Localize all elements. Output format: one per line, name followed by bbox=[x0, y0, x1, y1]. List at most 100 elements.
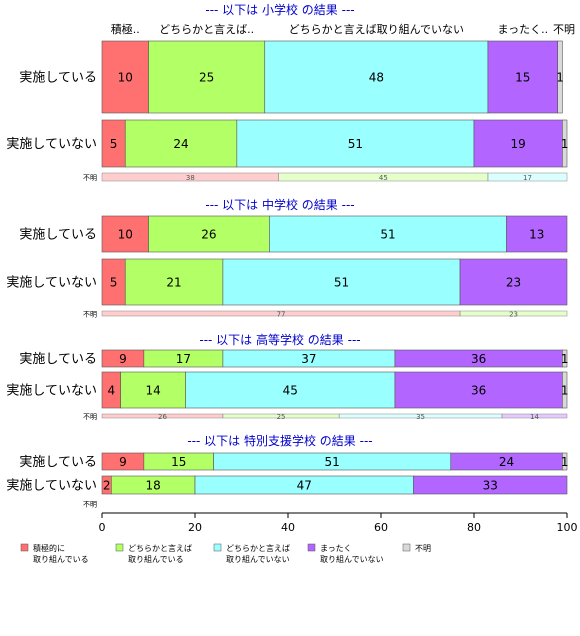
data-label: 10 bbox=[118, 71, 133, 85]
x-tick-label: 60 bbox=[374, 521, 388, 534]
bar-segment bbox=[222, 258, 461, 306]
panel-title: --- 以下は 小学校 の結果 --- bbox=[205, 2, 354, 17]
unknown-data-label: 14 bbox=[530, 413, 539, 421]
data-label: 4 bbox=[107, 384, 115, 398]
data-label: 14 bbox=[146, 384, 161, 398]
data-label: 15 bbox=[171, 455, 186, 469]
data-label: 33 bbox=[483, 479, 498, 493]
data-label: 51 bbox=[325, 455, 340, 469]
data-label: 24 bbox=[499, 455, 514, 469]
data-label: 9 bbox=[119, 352, 127, 366]
row-label: 実施していない bbox=[6, 478, 97, 494]
panel-title: --- 以下は 中学校 の結果 --- bbox=[205, 197, 354, 212]
legend-swatch bbox=[213, 543, 222, 552]
bar-segment bbox=[236, 119, 475, 168]
data-label: 1 bbox=[561, 384, 569, 398]
unknown-segment bbox=[459, 310, 568, 317]
unknown-label: 不明 bbox=[83, 311, 97, 319]
column-header: 積極.. bbox=[111, 22, 140, 36]
data-label: 48 bbox=[369, 71, 384, 85]
unknown-label: 不明 bbox=[83, 501, 97, 509]
data-label: 10 bbox=[118, 228, 133, 242]
row-label: 実施している bbox=[19, 454, 97, 470]
data-label: 21 bbox=[166, 276, 181, 290]
bar-segment bbox=[506, 215, 568, 253]
legend-label-line: 不明 bbox=[415, 544, 431, 553]
row-label: 実施している bbox=[19, 70, 97, 86]
bar-segment bbox=[120, 371, 186, 409]
data-label: 15 bbox=[515, 71, 530, 85]
row-label: 実施している bbox=[19, 351, 97, 367]
data-label: 26 bbox=[201, 228, 216, 242]
unknown-data-label: 23 bbox=[509, 311, 518, 319]
data-label: 51 bbox=[348, 137, 363, 151]
bar-segment bbox=[487, 40, 559, 114]
data-label: 1 bbox=[556, 71, 564, 85]
legend-label: まったく取り組んでいない bbox=[320, 544, 384, 564]
legend-swatch bbox=[402, 543, 411, 552]
data-label: 17 bbox=[176, 352, 191, 366]
x-tick-label: 40 bbox=[281, 521, 295, 534]
legend-label: 不明 bbox=[415, 544, 431, 553]
unknown-data-label: 45 bbox=[379, 174, 388, 182]
data-label: 9 bbox=[119, 455, 127, 469]
legend-label-line: 取り組んでいる bbox=[33, 554, 89, 564]
x-tick-label: 100 bbox=[557, 521, 578, 534]
data-label: 47 bbox=[297, 479, 312, 493]
row-label: 実施していない bbox=[6, 275, 97, 291]
data-label: 1 bbox=[561, 455, 569, 469]
data-label: 37 bbox=[301, 352, 316, 366]
panel-title: --- 以下は 特別支援学校 の結果 --- bbox=[187, 433, 372, 448]
row-label: 実施している bbox=[19, 227, 97, 243]
data-label: 36 bbox=[471, 384, 486, 398]
data-label: 19 bbox=[511, 137, 526, 151]
legend-label: どちらかと言えば取り組んでいる bbox=[128, 543, 192, 564]
legend-label-line: どちらかと言えば bbox=[226, 543, 290, 553]
bar-segment bbox=[562, 371, 568, 409]
data-label: 23 bbox=[506, 276, 521, 290]
legend-swatch bbox=[115, 543, 124, 552]
unknown-data-label: 35 bbox=[416, 413, 425, 421]
legend-label: 積極的に取り組んでいる bbox=[33, 543, 89, 564]
data-label: 45 bbox=[283, 384, 298, 398]
data-label: 36 bbox=[471, 352, 486, 366]
x-tick-label: 80 bbox=[467, 521, 481, 534]
column-header: まったく.. bbox=[498, 23, 549, 36]
unknown-data-label: 26 bbox=[158, 413, 167, 421]
bar-segment bbox=[264, 40, 489, 114]
unknown-data-label: 77 bbox=[277, 311, 286, 319]
legend-swatch bbox=[20, 543, 29, 552]
panel-title: --- 以下は 高等学校 の結果 --- bbox=[199, 332, 360, 347]
bar-segment bbox=[473, 119, 563, 168]
data-label: 5 bbox=[110, 276, 118, 290]
column-header: 不明 bbox=[553, 23, 575, 36]
unknown-data-label: 38 bbox=[186, 174, 195, 182]
data-label: 5 bbox=[110, 137, 118, 151]
unknown-segment bbox=[501, 413, 568, 419]
bar-segment bbox=[185, 371, 396, 409]
bar-segment bbox=[562, 452, 568, 471]
column-header: どちらかと言えば取り組んでいない bbox=[289, 23, 464, 36]
data-label: 18 bbox=[146, 479, 161, 493]
row-label: 実施していない bbox=[6, 136, 97, 152]
legend-label-line: 取り組んでいない bbox=[320, 554, 384, 564]
unknown-data-label: 17 bbox=[523, 174, 532, 182]
bar-segment bbox=[562, 119, 568, 168]
bar-segment bbox=[557, 40, 563, 114]
bar-segment bbox=[124, 258, 224, 306]
bar-segment bbox=[562, 349, 568, 368]
bar-segment bbox=[413, 475, 568, 495]
bar-segment bbox=[269, 215, 507, 253]
bar-segment bbox=[101, 215, 149, 253]
bar-segment bbox=[101, 40, 149, 114]
bar-segment bbox=[124, 119, 238, 168]
legend-label-line: どちらかと言えば bbox=[128, 543, 192, 553]
data-label: 51 bbox=[334, 276, 349, 290]
data-label: 1 bbox=[561, 137, 569, 151]
row-label: 実施していない bbox=[6, 383, 97, 399]
legend-label-line: 積極的に bbox=[33, 543, 65, 553]
column-header: どちらかと言えば.. bbox=[159, 23, 254, 36]
bar-segment bbox=[148, 40, 266, 114]
unknown-label: 不明 bbox=[83, 413, 97, 421]
unknown-label: 不明 bbox=[83, 174, 97, 182]
